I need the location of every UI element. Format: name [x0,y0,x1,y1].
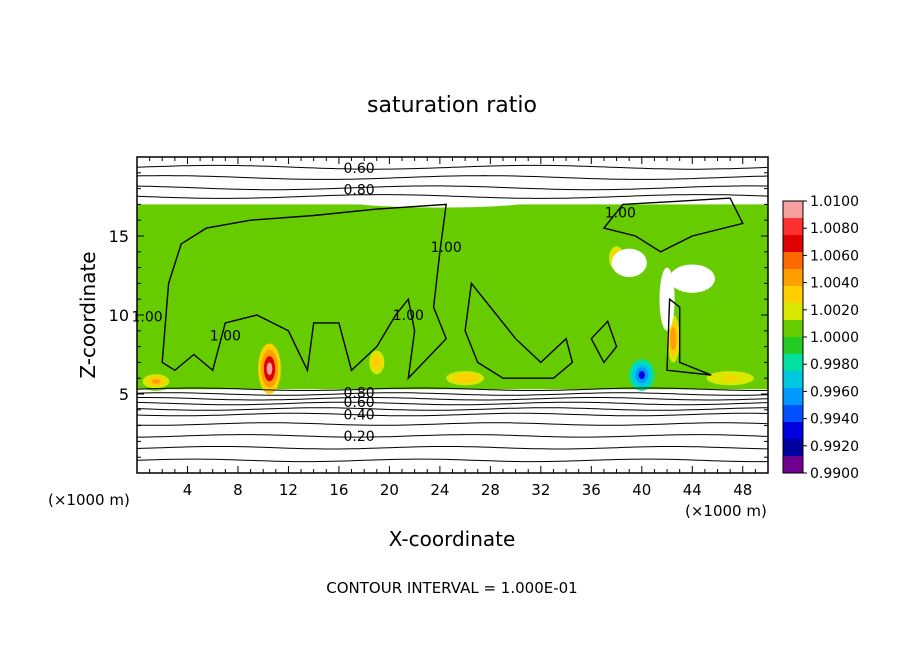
contour-lower-9 [137,458,768,463]
field-anomaly-2 [638,371,645,379]
x-axis-label: X-coordinate [389,527,516,551]
colorbar-swatch-13 [783,422,803,440]
colorbar-label-7: 0.9960 [810,384,859,400]
colorbar-swatch-4 [783,269,803,287]
chart-title: saturation ratio [367,93,537,118]
colorbar-swatch-8 [783,337,803,355]
colorbar-label-4: 1.0020 [810,303,859,319]
contour-upper-1 [137,175,768,180]
contour-cloud-east-small [590,319,618,364]
contour-lines [137,164,768,463]
colorbar-label-10: 0.9900 [810,466,859,482]
saturation-field [137,180,768,394]
contour-lower-0 [137,387,768,391]
x-tick-label-3: 16 [329,481,348,499]
contour-label-2: 0.40 [344,408,375,424]
y-axis-label: Z-coordinate [76,251,100,378]
clear-region-3 [338,191,541,208]
contour-cloud-east [602,197,744,253]
colorbar-swatch-3 [783,252,803,270]
contour-label-6: 1.00 [132,310,163,326]
x-tick-label-8: 36 [582,481,601,499]
contour-lower-7 [137,434,768,438]
colorbar-label-2: 1.0060 [810,248,859,264]
field-anomaly-1 [374,358,380,367]
field-anomaly-9 [506,271,526,296]
colorbar-swatch-10 [783,371,803,389]
contour-upper-3 [137,194,768,199]
contour-labels: 0.600.800.400.200.600.801.001.001.001.00… [132,161,636,445]
colorbar-label-1: 1.0080 [810,221,859,237]
x-tick-label-4: 20 [380,481,399,499]
contour-interval-note: CONTOUR INTERVAL = 1.000E-01 [326,579,577,597]
clear-region-0 [611,248,647,278]
contour-lower-1 [137,392,768,396]
contour-lower-2 [137,397,768,401]
field-anomaly-4 [671,332,675,345]
contour-label-1: 0.80 [344,182,375,198]
x-tick-label-9: 40 [632,481,651,499]
contour-label-5: 0.80 [344,385,375,401]
field-anomaly-7 [722,375,739,381]
y-axis-ticks: 5 10 15 [109,172,768,458]
colorbar-swatch-15 [783,456,803,474]
x-tick-label-0: 4 [183,481,193,499]
contour-upper-2 [137,185,768,191]
colorbar-swatch-11 [783,388,803,406]
contour-label-8: 1.00 [431,240,462,256]
contour-lower-4 [137,407,768,411]
colorbar-swatch-1 [783,218,803,236]
y-tick-label-0: 5 [119,385,129,404]
colorbar-label-5: 1.0000 [810,330,859,346]
colorbar-swatch-6 [783,303,803,321]
contour-cloud-mid [464,281,574,379]
y-tick-label-2: 15 [109,227,129,246]
colorbar-label-6: 0.9980 [810,357,859,373]
colorbar-swatch-7 [783,320,803,338]
contour-label-3: 0.20 [344,429,375,445]
colorbar-label-9: 0.9920 [810,439,859,455]
x-tick-label-7: 32 [531,481,550,499]
colorbar-label-8: 0.9940 [810,412,859,428]
x-tick-label-2: 12 [279,481,298,499]
field-anomaly-8 [291,257,311,278]
field-anomaly-5 [151,378,161,384]
x-tick-label-11: 48 [733,481,752,499]
colorbar: 1.0100 1.0080 1.0060 1.0040 1.0020 1.0000 0.99… [782,194,859,482]
colorbar-swatch-5 [783,286,803,304]
contour-lower-6 [137,422,768,426]
contour-label-9: 1.00 [393,308,424,324]
contour-cloud-east-column [666,297,712,376]
colorbar-swatch-12 [783,405,803,423]
contour-lower-8 [137,446,768,450]
colorbar-label-3: 1.0040 [810,276,859,292]
clear-region-2 [659,267,675,331]
colorbar-label-0: 1.0100 [810,194,859,210]
x-unit-note-left: (×1000 m) [48,491,130,509]
colorbar-swatch-9 [783,354,803,372]
contour-label-7: 1.00 [210,329,241,345]
x-tick-label-10: 44 [683,481,702,499]
x-tick-label-6: 28 [481,481,500,499]
colorbar-swatch-14 [783,439,803,457]
contour-upper-0 [137,164,768,170]
x-tick-label-1: 8 [233,481,243,499]
y-tick-label-1: 10 [109,306,129,325]
clear-region-1 [669,264,715,293]
contour-cloud-west [161,203,448,381]
contour-label-4: 0.60 [344,395,375,411]
contour-label-0: 0.60 [344,161,375,177]
contour-lower-3 [137,401,768,406]
field-anomaly-0 [266,362,273,376]
contour-label-10: 1.00 [605,205,636,221]
x-axis-ticks: 4 8 12 16 20 24 28 32 36 40 44 48 [149,157,756,499]
field-anomaly-6 [458,375,472,381]
contour-lower-5 [137,412,768,417]
colorbar-swatch-2 [783,235,803,253]
x-unit-note-right: (×1000 m) [685,502,767,520]
x-tick-label-5: 24 [430,481,449,499]
colorbar-swatch-0 [783,201,803,219]
